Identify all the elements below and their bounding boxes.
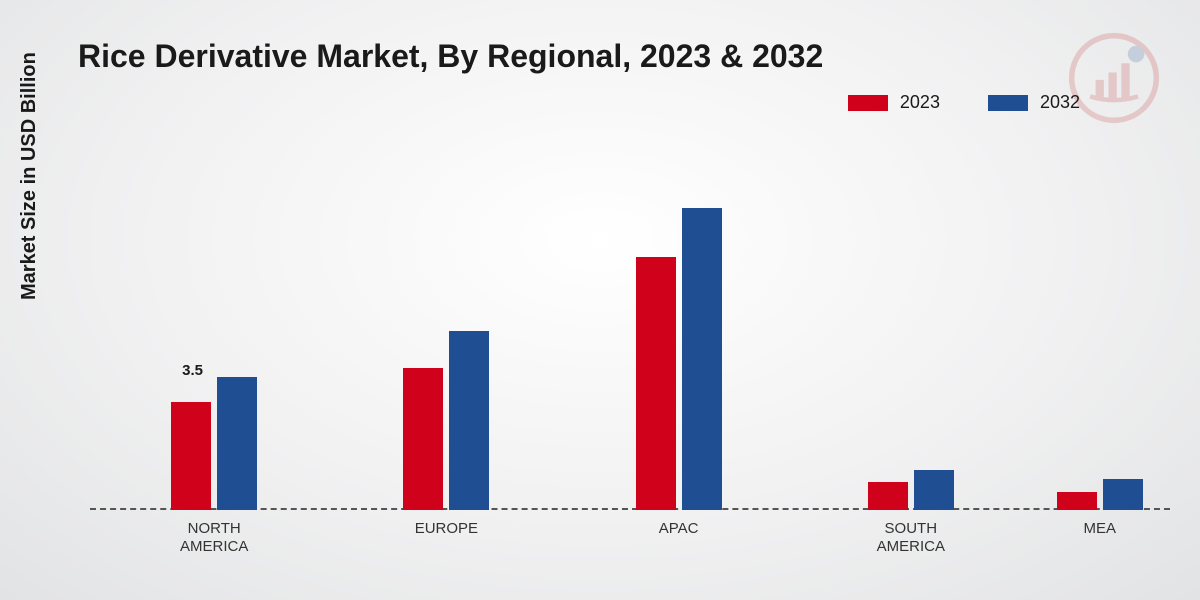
- legend: 2023 2032: [848, 92, 1080, 113]
- bar-2032: [914, 470, 954, 510]
- x-tick-label: MEA: [1084, 520, 1117, 538]
- bar-group: [851, 470, 971, 510]
- legend-swatch-2032: [988, 95, 1028, 111]
- bar-2023: [1057, 492, 1097, 511]
- legend-label-2032: 2032: [1040, 92, 1080, 113]
- bar-group: [154, 377, 274, 510]
- x-tick-label: APAC: [659, 520, 699, 538]
- bar-2032: [1103, 479, 1143, 510]
- bar-2023: [171, 402, 211, 510]
- bar-2032: [682, 208, 722, 510]
- bar-2032: [217, 377, 257, 510]
- plot-area: 3.5: [90, 140, 1170, 510]
- bar-group: [386, 331, 506, 510]
- value-label: 3.5: [182, 362, 203, 379]
- x-tick-label: SOUTH AMERICA: [877, 520, 945, 556]
- bar-2032: [449, 331, 489, 510]
- x-tick-label: EUROPE: [415, 520, 478, 538]
- legend-item-2023: 2023: [848, 92, 940, 113]
- bar-2023: [868, 482, 908, 510]
- x-tick-label: NORTH AMERICA: [180, 520, 248, 556]
- legend-item-2032: 2032: [988, 92, 1080, 113]
- x-axis-labels: NORTH AMERICA EUROPE APAC SOUTH AMERICA MEA: [90, 520, 1170, 560]
- bar-2023: [403, 368, 443, 510]
- bar-group: [1040, 479, 1160, 510]
- legend-swatch-2023: [848, 95, 888, 111]
- y-axis-label: Market Size in USD Billion: [18, 52, 41, 300]
- bar-group: [619, 208, 739, 510]
- bar-2023: [636, 257, 676, 510]
- chart-canvas: Rice Derivative Market, By Regional, 202…: [0, 0, 1200, 600]
- legend-label-2023: 2023: [900, 92, 940, 113]
- chart-title: Rice Derivative Market, By Regional, 202…: [78, 38, 823, 75]
- watermark-logo-icon: [1068, 32, 1160, 124]
